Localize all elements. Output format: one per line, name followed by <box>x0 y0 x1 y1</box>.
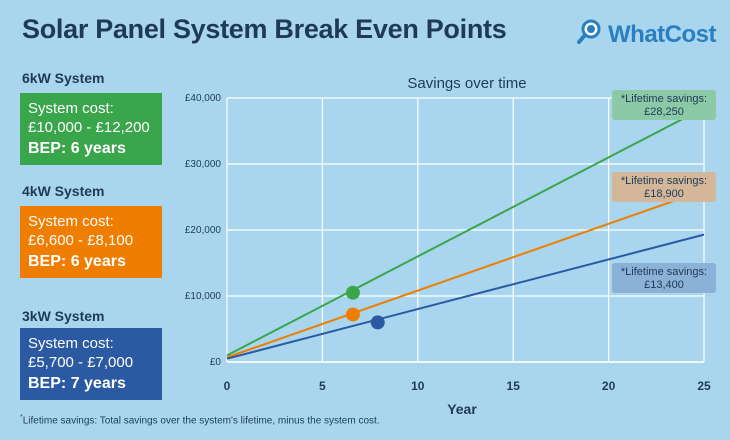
bep-label: BEP: <box>28 253 67 270</box>
system-cost-label: System cost: <box>28 335 114 352</box>
x-tick-label: 5 <box>319 379 326 393</box>
x-tick-label: 0 <box>224 379 231 393</box>
callout-value: £13,400 <box>644 278 684 291</box>
x-axis-label: Year <box>447 401 477 417</box>
magnifier-icon <box>576 18 604 51</box>
x-tick-label: 20 <box>602 379 616 393</box>
chart-ticks: £0 £10,000 £20,000 £30,000 £40,000 0 5 10 15 20 25 <box>185 93 711 393</box>
bep-label: BEP: <box>28 140 67 157</box>
page-title: Solar Panel System Break Even Points <box>22 14 507 44</box>
series-line-2 <box>226 233 705 360</box>
system-card-3kw: System cost: £5,700 - £7,000 BEP: 7 year… <box>20 328 162 400</box>
chart-series <box>226 107 705 360</box>
callout-label: *Lifetime savings: <box>620 92 708 105</box>
system-cost-range: £10,000 - £12,200 <box>28 119 150 136</box>
chart-grid <box>226 97 705 363</box>
bep-value: 6 years <box>70 253 126 270</box>
bep-value: 6 years <box>70 140 126 157</box>
bep-point-1 <box>345 307 360 322</box>
footnote: *Lifetime savings: Total savings over th… <box>20 414 380 426</box>
bep-point-0 <box>345 285 360 300</box>
system-cost-range: £5,700 - £7,000 <box>28 354 134 371</box>
system-cost-range: £6,600 - £8,100 <box>28 232 134 249</box>
callout-label: *Lifetime savings: <box>620 265 708 278</box>
bep-label: BEP: <box>28 375 67 392</box>
bep-value: 7 years <box>70 375 126 392</box>
system-cost-label: System cost: <box>28 213 114 230</box>
whatcost-logo[interactable]: WhatCost <box>576 18 716 51</box>
system-cost-label: System cost: <box>28 100 114 117</box>
callout-value: £18,900 <box>644 188 684 201</box>
logo-text: WhatCost <box>608 20 716 48</box>
footnote-text: Lifetime savings: Total savings over the… <box>22 415 380 427</box>
bep-line: BEP: 6 years <box>28 140 154 158</box>
series-line-0 <box>226 107 705 357</box>
system-card-4kw: System cost: £6,600 - £8,100 BEP: 6 year… <box>20 206 162 278</box>
y-tick-label: £40,000 <box>185 93 222 104</box>
lifetime-savings-callout-1: *Lifetime savings: £18,900 <box>612 172 716 203</box>
x-tick-label: 25 <box>697 379 711 393</box>
bep-line: BEP: 7 years <box>28 375 154 393</box>
system-name-6kw: 6kW System <box>22 70 105 86</box>
system-name-3kw: 3kW System <box>22 308 105 324</box>
callout-label: *Lifetime savings: <box>620 175 708 188</box>
system-card-6kw: System cost: £10,000 - £12,200 BEP: 6 ye… <box>20 93 162 165</box>
bep-point-2 <box>370 315 385 330</box>
x-tick-label: 15 <box>507 379 521 393</box>
bep-line: BEP: 6 years <box>28 253 154 271</box>
system-name-4kw: 4kW System <box>22 183 105 199</box>
lifetime-savings-callout-0: *Lifetime savings: £28,250 <box>612 89 716 120</box>
x-tick-label: 10 <box>411 379 425 393</box>
series-line-1 <box>226 189 705 359</box>
y-tick-label: £10,000 <box>185 291 222 302</box>
footnote-marker: * <box>20 414 23 421</box>
chart-title: Savings over time <box>407 75 526 92</box>
y-tick-label: £20,000 <box>185 225 222 236</box>
callout-value: £28,250 <box>644 105 684 118</box>
y-tick-label: £0 <box>210 357 222 368</box>
lifetime-savings-callout-2: *Lifetime savings: £13,400 <box>612 262 716 293</box>
y-tick-label: £30,000 <box>185 159 222 170</box>
